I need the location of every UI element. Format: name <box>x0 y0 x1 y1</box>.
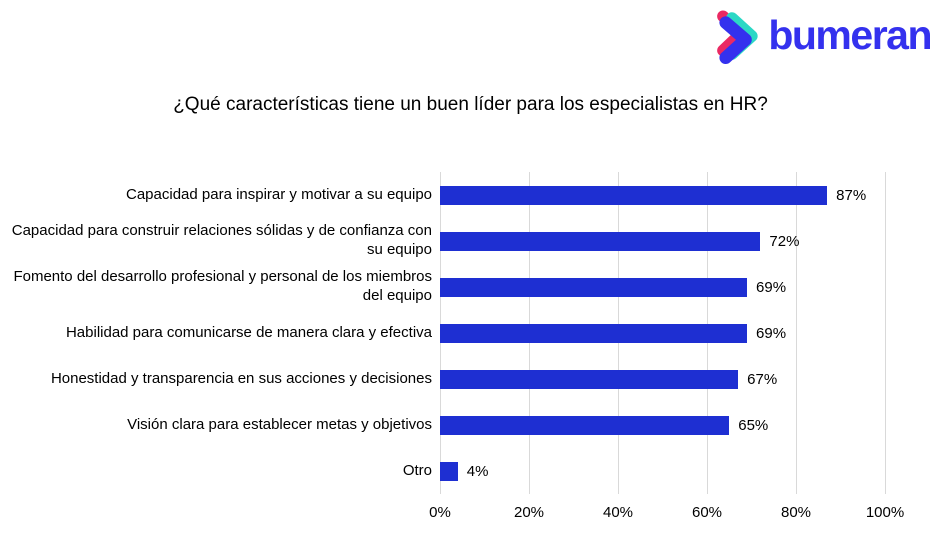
category-label: Otro <box>402 461 432 479</box>
bar <box>440 277 748 297</box>
gridline <box>796 172 797 494</box>
bar <box>440 231 761 251</box>
row-plot: 69% <box>440 310 885 356</box>
category-label: Habilidad para comunicarse de manera cla… <box>65 323 432 341</box>
category-label: Visión clara para establecer metas y obj… <box>127 415 432 433</box>
x-axis: 0% 20% 40% 60% 80% 100% <box>429 494 904 524</box>
x-tick-label: 60% <box>691 504 723 521</box>
bar <box>440 461 458 481</box>
bar-value-label: 4% <box>466 462 489 480</box>
bar-value-label: 65% <box>738 416 769 434</box>
x-tick-label: 80% <box>780 504 812 521</box>
chart-rows: Capacidad para inspirar y motivar a su e… <box>0 172 941 494</box>
bar-value-label: 87% <box>836 186 867 204</box>
bar <box>440 415 730 435</box>
row-plot: 67% <box>440 356 885 402</box>
x-tick-label: 40% <box>602 504 634 521</box>
category-label: Capacidad para inspirar y motivar a su e… <box>126 185 432 203</box>
bar-chart: Capacidad para inspirar y motivar a su e… <box>0 172 941 521</box>
bumeran-logo: bumeran <box>714 4 932 70</box>
chart-title: ¿Qué características tiene un buen líder… <box>173 94 768 115</box>
chart-row: Otro 4% <box>0 448 941 494</box>
bar-value-label: 69% <box>756 324 787 342</box>
row-plot: 4% <box>440 448 885 494</box>
row-plot: 69% <box>440 264 885 310</box>
chart-row: Capacidad para construir relaciones sóli… <box>0 218 941 264</box>
bar-value-label: 72% <box>769 232 800 250</box>
row-plot: 65% <box>440 402 885 448</box>
category-label: Honestidad y transparencia en sus accion… <box>50 369 432 387</box>
row-plot: 72% <box>440 218 885 264</box>
gridline <box>885 172 886 494</box>
bumeran-chevron-icon <box>717 10 758 64</box>
x-tick-label: 0% <box>429 504 451 521</box>
x-tick-label: 100% <box>865 504 905 521</box>
chart-row: Visión clara para establecer metas y obj… <box>0 402 941 448</box>
logo-wordmark: bumeran <box>768 11 932 58</box>
chart-row: Fomento del desarrollo profesional y per… <box>0 264 941 310</box>
x-tick-label: 20% <box>513 504 545 521</box>
chart-row: Honestidad y transparencia en sus accion… <box>0 356 941 402</box>
bar-value-label: 67% <box>747 370 778 388</box>
row-plot: 87% <box>440 172 885 218</box>
bar <box>440 323 748 343</box>
category-label: Capacidad para construir relaciones sóli… <box>11 222 432 258</box>
bar-value-label: 69% <box>756 278 787 296</box>
chart-row: Capacidad para inspirar y motivar a su e… <box>0 172 941 218</box>
bar <box>440 185 828 205</box>
bar <box>440 369 739 389</box>
chart-row: Habilidad para comunicarse de manera cla… <box>0 310 941 356</box>
category-label: Fomento del desarrollo profesional y per… <box>13 268 432 304</box>
